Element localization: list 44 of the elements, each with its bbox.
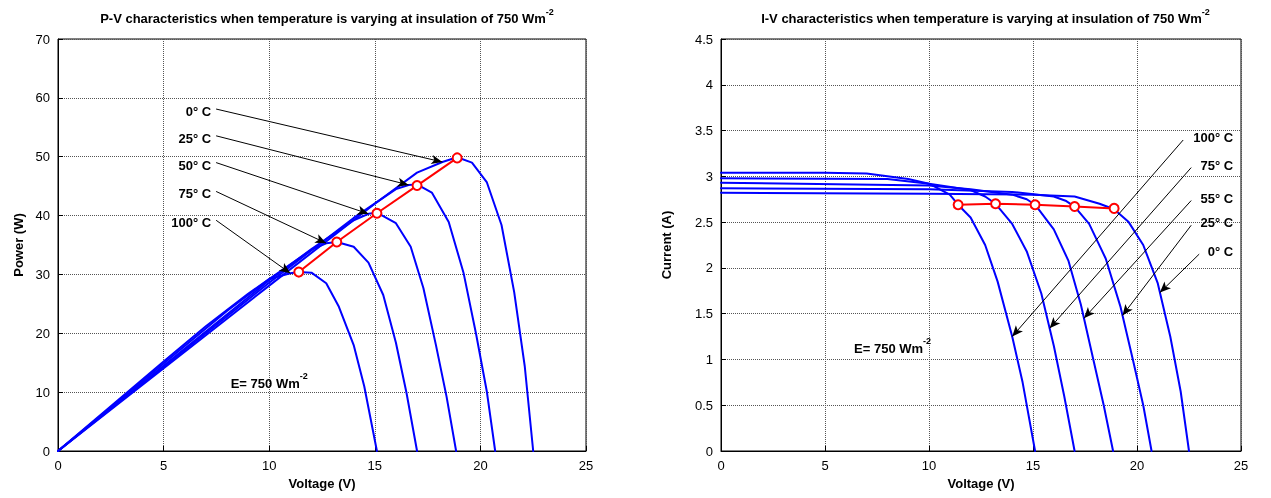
- x-tick-label: 5: [159, 458, 168, 473]
- annotation: 25° C: [1200, 215, 1234, 231]
- y-tick-label: 2: [705, 260, 713, 276]
- y-tick-label: 70: [35, 31, 50, 47]
- x-tick-label: 20: [1129, 458, 1145, 473]
- y-tick-label: 4: [705, 77, 713, 93]
- x-axis-title: Voltage (V): [947, 475, 1015, 491]
- annotation: 100° C: [1193, 130, 1234, 145]
- x-tick-label: 0: [717, 458, 725, 473]
- annotation: 55° C: [1200, 190, 1234, 206]
- y-tick-label: 50: [35, 149, 50, 165]
- y-tick-label: 3: [705, 168, 713, 184]
- x-tick-label: 5: [821, 458, 829, 473]
- x-tick-label: 20: [473, 458, 488, 473]
- y-tick-label: 3.5: [694, 123, 713, 139]
- y-tick-label: 0.5: [694, 397, 713, 413]
- y-tick-label: 20: [35, 325, 50, 341]
- x-tick-label: 10: [261, 458, 277, 473]
- x-tick-label: 15: [367, 458, 383, 473]
- annotation: 75° C: [178, 186, 212, 202]
- x-tick-label: 25: [1233, 458, 1249, 473]
- y-axis-title: Current (A): [659, 210, 674, 280]
- annotation: 0° C: [1207, 244, 1234, 260]
- x-tick-label: 0: [54, 458, 62, 473]
- y-tick-label: 2.5: [694, 214, 713, 230]
- annotation: 25° C: [178, 130, 212, 146]
- annotation: 100° C: [171, 215, 212, 231]
- y-axis-title: Power (W): [10, 213, 26, 277]
- y-tick-label: 4.5: [694, 31, 713, 47]
- x-axis-title: Voltage (V): [288, 475, 356, 491]
- y-tick-label: 60: [35, 90, 50, 106]
- x-tick-label: 25: [578, 458, 594, 473]
- annotation: 50° C: [178, 157, 212, 173]
- annotation: 75° C: [1200, 157, 1234, 173]
- y-tick-label: 10: [35, 384, 50, 400]
- y-tick-label: 1: [705, 351, 713, 367]
- annotation: 0° C: [185, 104, 212, 120]
- y-tick-label: 1.5: [694, 306, 713, 322]
- y-tick-label: 40: [35, 208, 50, 224]
- y-tick-label: 0: [42, 443, 50, 459]
- y-tick-label: 30: [35, 266, 50, 282]
- x-tick-label: 10: [921, 458, 937, 473]
- x-tick-label: 15: [1025, 458, 1041, 473]
- y-tick-label: 0: [705, 443, 713, 459]
